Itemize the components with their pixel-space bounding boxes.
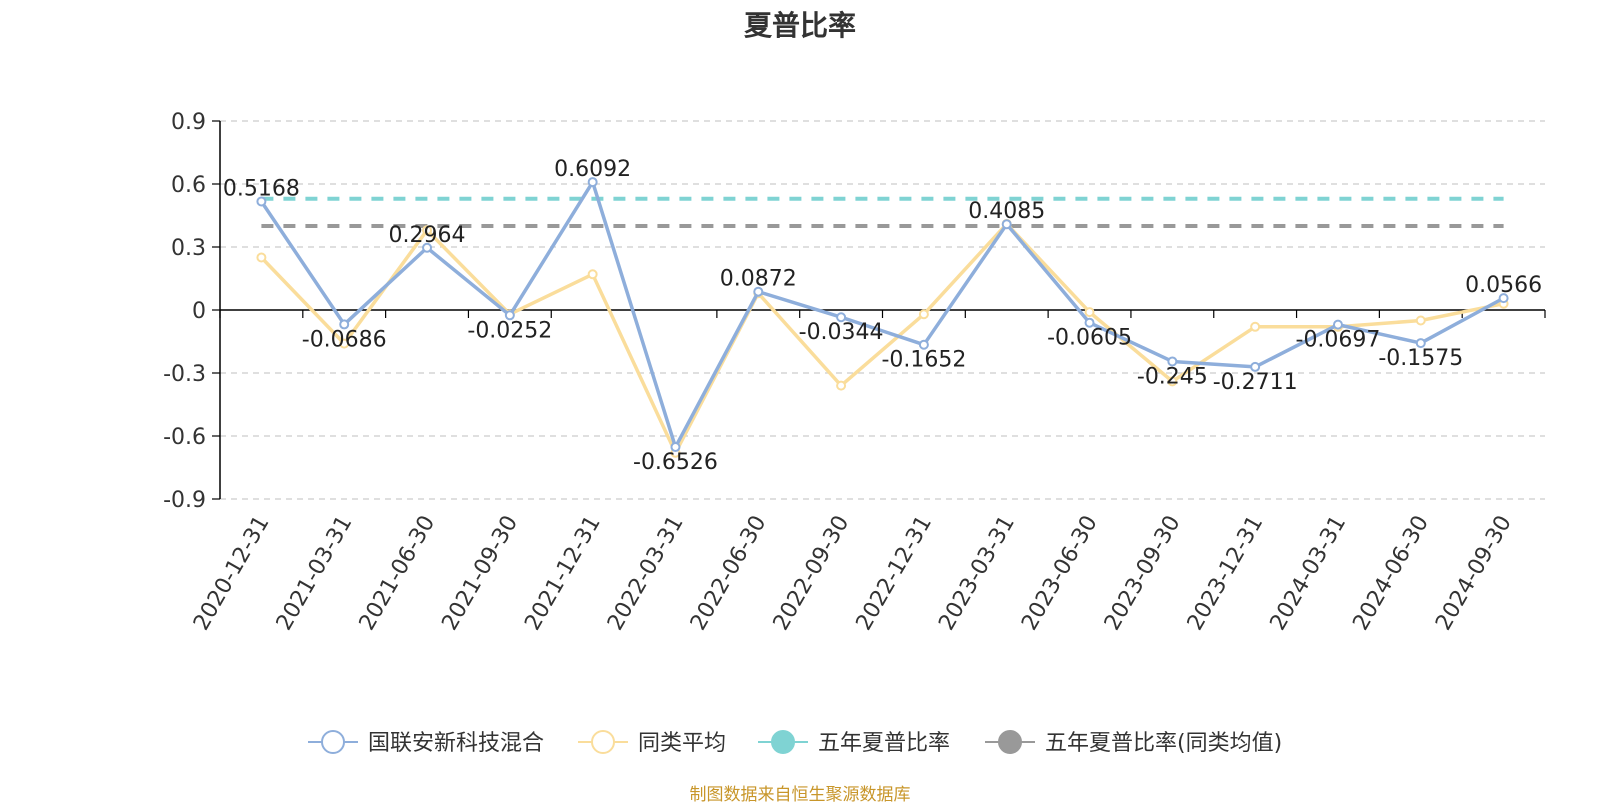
y-tick-label: 0.9	[171, 110, 206, 135]
average-series-point	[918, 309, 929, 320]
fund-series-point	[1250, 361, 1261, 372]
data-label: -0.1652	[881, 348, 966, 373]
fund-series-point	[670, 442, 681, 453]
fund-series-point	[587, 177, 598, 188]
data-label: 0.5168	[223, 176, 300, 201]
average-series-point	[256, 252, 267, 263]
grid-layer	[220, 120, 1545, 500]
average-series-point	[339, 338, 350, 349]
x-tick-label: 2022-12-31	[852, 512, 938, 635]
legend-label: 五年夏普比率(同类均值)	[1045, 731, 1282, 756]
average-series-point	[1250, 321, 1261, 332]
fund-series-point	[1167, 356, 1178, 367]
series-layer	[256, 177, 1509, 458]
x-tick-label: 2024-03-31	[1266, 512, 1352, 635]
average-series-point	[1084, 307, 1095, 318]
legend-item[interactable]: 五年夏普比率	[758, 730, 950, 756]
y-tick-label: -0.3	[163, 362, 206, 387]
legend-item[interactable]: 国联安新科技混合	[308, 730, 544, 756]
fund-series-point	[1498, 293, 1509, 304]
fund-series-line	[259, 180, 1505, 449]
legend-label: 国联安新科技混合	[368, 731, 544, 756]
average-series-point	[587, 269, 598, 280]
average-series-point	[1415, 315, 1426, 326]
legend: 国联安新科技混合 同类平均 五年夏普比率 五年夏普比率(同类均值)	[308, 730, 1282, 756]
fund-series-point	[504, 310, 515, 321]
data-label: 0.6092	[554, 157, 631, 182]
x-tick-label: 2024-06-30	[1348, 512, 1434, 635]
x-tick-label: 2020-12-31	[189, 512, 275, 635]
legend-item[interactable]: 五年夏普比率(同类均值)	[985, 730, 1282, 756]
data-label: -0.2711	[1213, 370, 1298, 395]
x-tick-label: 2023-12-31	[1183, 512, 1269, 635]
data-label: -0.6526	[633, 450, 718, 475]
data-label: -0.0697	[1296, 328, 1381, 353]
x-tick-label: 2022-09-30	[769, 512, 855, 635]
legend-marker	[998, 730, 1022, 754]
fund-series-point	[422, 242, 433, 253]
data-label: 0.0872	[720, 267, 797, 292]
data-label: 0.0566	[1465, 273, 1542, 298]
x-tick-label: 2021-03-31	[272, 512, 358, 635]
x-tick-label: 2024-09-30	[1431, 512, 1517, 635]
fund-series-point	[918, 339, 929, 350]
average-series-line	[260, 222, 1504, 455]
x-tick-label: 2023-09-30	[1100, 512, 1186, 635]
data-label: -0.0344	[799, 320, 884, 345]
fund-series-point	[1001, 219, 1012, 230]
fund-series-point	[1415, 338, 1426, 349]
fund-series-point	[836, 312, 847, 323]
data-label: -0.0252	[467, 318, 552, 343]
fund-series-point	[753, 286, 764, 297]
chart-title: 夏普比率	[743, 9, 856, 42]
data-label-layer: 0.5168 -0.0686 0.2964 -0.0252 0.6092 -0.6526 0…	[223, 157, 1542, 475]
fund-series-point	[339, 319, 350, 330]
x-tick-label: 2022-03-31	[603, 512, 689, 635]
x-tick-label: 2023-03-31	[934, 512, 1020, 635]
average-series-point	[422, 225, 433, 236]
legend-label: 同类平均	[638, 731, 726, 756]
average-series-point	[1167, 376, 1178, 387]
y-tick-label: -0.6	[163, 425, 206, 450]
x-tick-label: 2021-09-30	[437, 512, 523, 635]
fund-series-point	[1332, 319, 1343, 330]
data-label: -0.1575	[1378, 346, 1463, 371]
y-tick-label: 0.6	[171, 173, 206, 198]
fund-series-point	[256, 196, 267, 207]
data-label: -0.0686	[302, 327, 387, 352]
y-tick-label: 0.3	[171, 236, 206, 261]
average-series-point	[836, 380, 847, 391]
x-tick-label: 2021-12-31	[520, 512, 606, 635]
x-tick-label: 2023-06-30	[1017, 512, 1103, 635]
data-label: -0.245	[1137, 364, 1208, 389]
legend-item[interactable]: 同类平均	[578, 730, 726, 756]
data-label: 0.4085	[968, 199, 1045, 224]
x-tick-label: 2021-06-30	[355, 512, 441, 635]
legend-marker	[771, 730, 795, 754]
x-tick-label: 2022-06-30	[686, 512, 772, 635]
y-tick-label: -0.9	[163, 488, 206, 513]
legend-label: 五年夏普比率	[818, 731, 950, 756]
y-tick-label: 0	[192, 299, 206, 324]
fund-series-point	[1084, 317, 1095, 328]
legend-marker	[591, 730, 615, 754]
legend-marker	[321, 730, 345, 754]
data-label: 0.2964	[389, 223, 466, 248]
source-note: 制图数据来自恒生聚源数据库	[689, 785, 911, 805]
data-label: -0.0605	[1047, 326, 1132, 351]
